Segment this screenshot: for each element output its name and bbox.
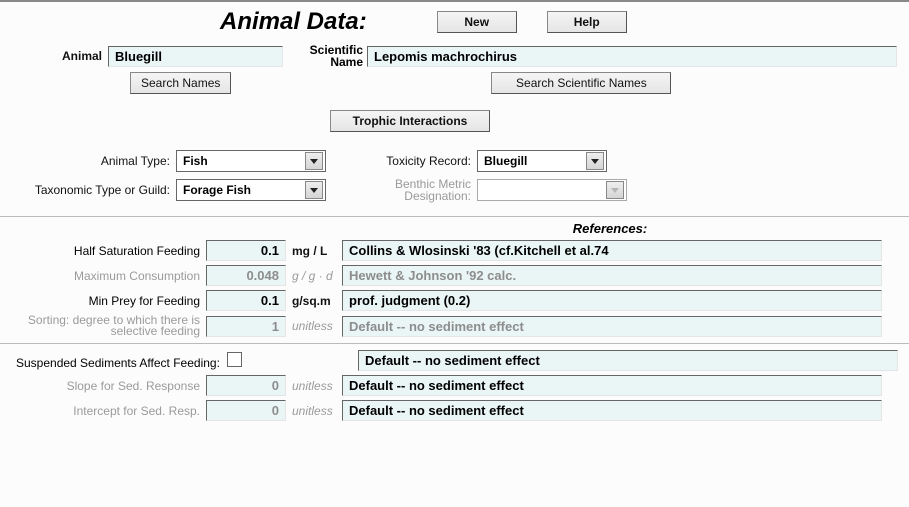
sciname-label-2: Name <box>283 56 363 68</box>
param-label: Maximum Consumption <box>0 269 206 283</box>
animal-type-value: Fish <box>183 154 208 168</box>
animal-label: Animal <box>0 49 108 63</box>
page-title: Animal Data: <box>220 8 367 36</box>
sed-param-unit: unitless <box>286 379 339 393</box>
sed-param-ref[interactable]: Default -- no sediment effect <box>342 375 882 396</box>
tax-type-label: Taxonomic Type or Guild: <box>0 183 176 197</box>
param-value-input[interactable]: 0.1 <box>206 290 286 311</box>
param-value-input[interactable]: 0.1 <box>206 240 286 261</box>
param-ref-input[interactable]: prof. judgment (0.2) <box>342 290 882 311</box>
tox-record-select[interactable]: Bluegill <box>477 150 607 172</box>
param-value-input: 1 <box>206 316 286 337</box>
sed-affect-checkbox[interactable] <box>227 352 242 367</box>
animal-input[interactable]: Bluegill <box>108 46 283 67</box>
help-button[interactable]: Help <box>547 11 627 33</box>
chevron-down-icon <box>305 181 323 199</box>
benthic-label-2: Designation: <box>326 190 471 202</box>
search-scinames-button[interactable]: Search Scientific Names <box>491 72 671 94</box>
tax-type-select[interactable]: Forage Fish <box>176 179 326 201</box>
param-unit: g/sq.m <box>286 294 337 308</box>
sed-param-unit: unitless <box>286 404 339 418</box>
chevron-down-icon <box>586 152 604 170</box>
param-ref-input: Default -- no sediment effect <box>342 316 882 337</box>
param-label: Min Prey for Feeding <box>0 294 206 308</box>
tox-record-label: Toxicity Record: <box>326 154 477 168</box>
param-label: Sorting: degree to which there is select… <box>0 315 206 337</box>
sed-param-label: Slope for Sed. Response <box>0 379 206 393</box>
trophic-interactions-button[interactable]: Trophic Interactions <box>330 110 490 132</box>
chevron-down-icon <box>305 152 323 170</box>
sed-affect-label: Suspended Sediments Affect Feeding: <box>16 356 220 370</box>
tox-record-value: Bluegill <box>484 154 527 168</box>
animal-type-select[interactable]: Fish <box>176 150 326 172</box>
param-unit: mg / L <box>286 244 333 258</box>
references-header: References: <box>340 221 880 236</box>
search-names-button[interactable]: Search Names <box>130 72 231 94</box>
sciname-input[interactable]: Lepomis machrochirus <box>367 46 897 67</box>
new-button[interactable]: New <box>437 11 517 33</box>
param-unit: g / g · d <box>286 269 339 283</box>
param-value-input: 0.048 <box>206 265 286 286</box>
param-ref-input: Hewett & Johnson '92 calc. <box>342 265 882 286</box>
sed-param-value: 0 <box>206 400 286 421</box>
sed-param-label: Intercept for Sed. Resp. <box>0 404 206 418</box>
chevron-down-icon <box>606 181 624 199</box>
param-unit: unitless <box>286 319 339 333</box>
benthic-select <box>477 179 627 201</box>
param-ref-input[interactable]: Collins & Wlosinski '83 (cf.Kitchell et … <box>342 240 882 261</box>
sed-param-ref[interactable]: Default -- no sediment effect <box>342 400 882 421</box>
param-label: Half Saturation Feeding <box>0 244 206 258</box>
sed-param-value: 0 <box>206 375 286 396</box>
sed-affect-ref[interactable]: Default -- no sediment effect <box>358 350 898 371</box>
tax-type-value: Forage Fish <box>183 183 251 197</box>
animal-type-label: Animal Type: <box>0 154 176 168</box>
